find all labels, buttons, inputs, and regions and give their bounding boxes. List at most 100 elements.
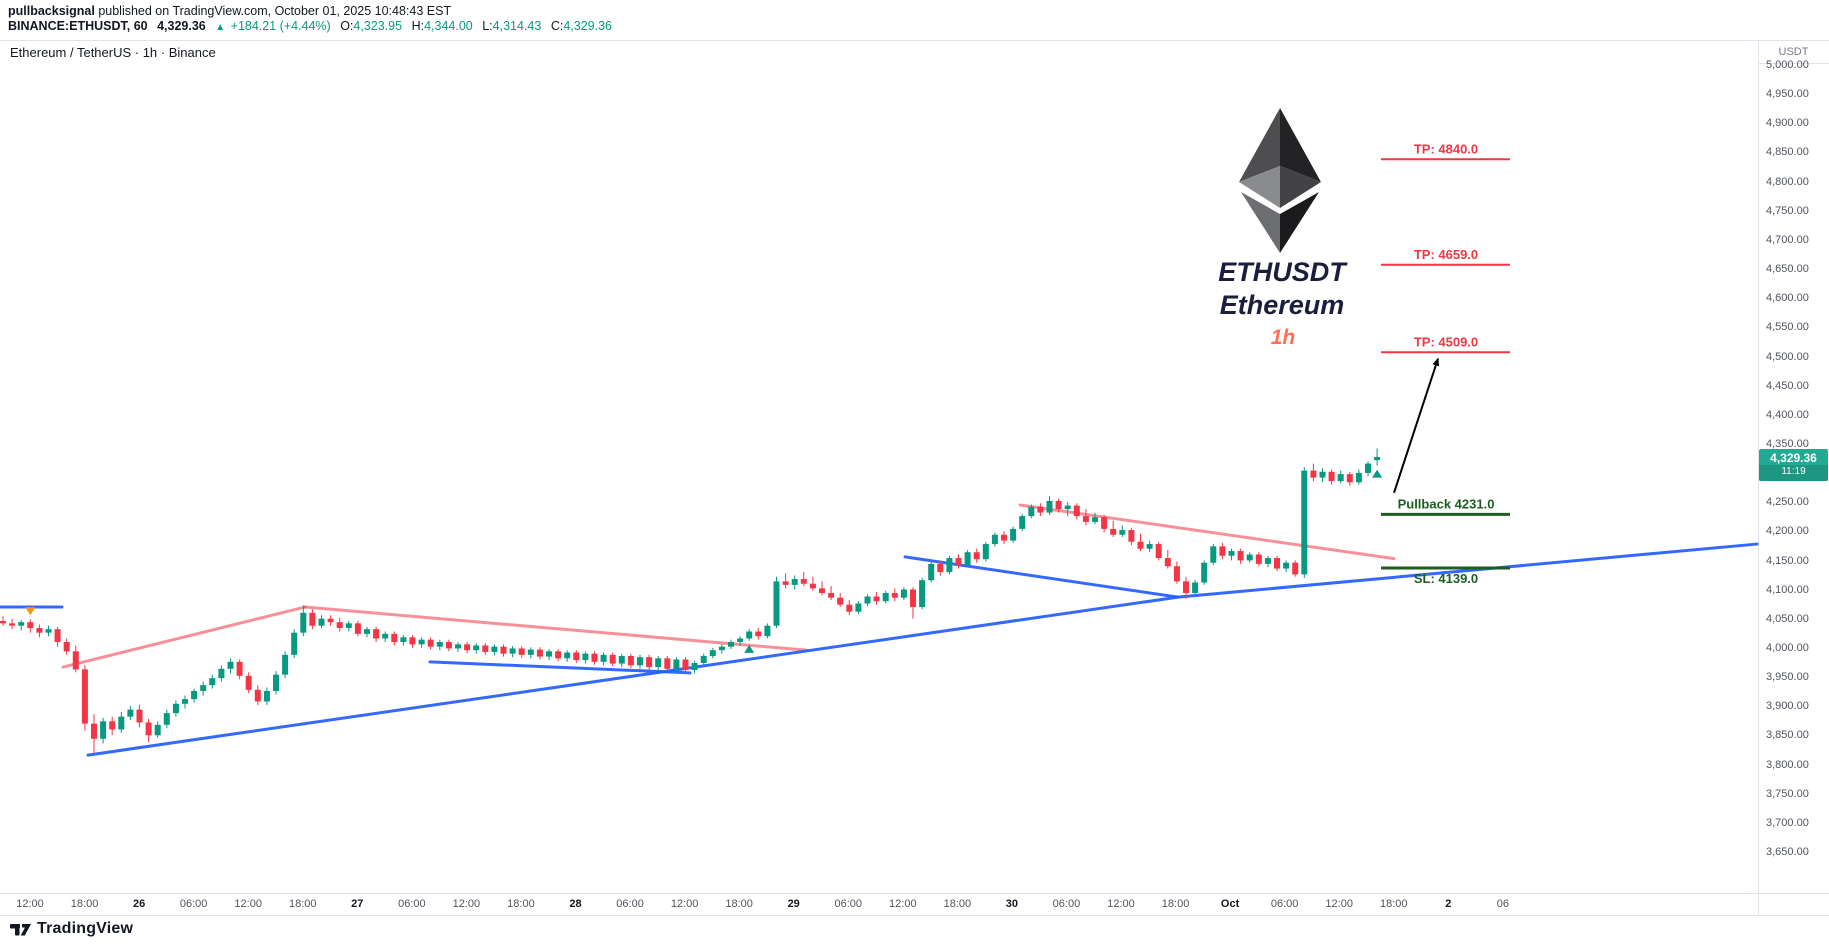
buy-signal-marker-icon xyxy=(1372,469,1383,478)
candle-down xyxy=(1183,581,1189,594)
candle-up xyxy=(564,652,571,659)
price-tick-label: 4,150.00 xyxy=(1766,554,1809,567)
time-tick-label: 18:00 xyxy=(288,898,317,910)
candle-down xyxy=(1173,566,1180,582)
price-tick-label: 4,050.00 xyxy=(1766,612,1809,625)
candle-up xyxy=(1264,558,1271,564)
candle-down xyxy=(1310,470,1317,478)
candle-down xyxy=(500,646,507,654)
candle-down xyxy=(254,689,261,702)
candle-up xyxy=(154,724,161,736)
publish-info: published on TradingView.com, October 01… xyxy=(94,4,452,18)
trendline-minor-support-mid xyxy=(428,660,692,675)
candle-up xyxy=(527,649,534,655)
candle-up xyxy=(637,657,643,666)
usdt-cell-divider xyxy=(1758,63,1829,64)
candle-down xyxy=(336,622,343,629)
trendline-major-ascending-support xyxy=(86,595,1180,757)
candle-up xyxy=(191,690,198,700)
candle-down xyxy=(809,583,816,589)
candle-down xyxy=(1237,551,1244,561)
time-tick-label: 18:00 xyxy=(507,898,535,910)
candle-down xyxy=(555,651,562,659)
trendline-falling-resistance-right xyxy=(1018,503,1396,561)
candle-down xyxy=(136,709,143,723)
price-tick-label: 4,450.00 xyxy=(1766,379,1809,392)
candle-up xyxy=(618,655,625,664)
tradingview-brand[interactable]: TradingView xyxy=(10,920,133,938)
candle-up xyxy=(655,658,662,668)
candle-up xyxy=(964,552,971,566)
trendline-rising-resistance-left xyxy=(61,605,307,669)
symbol-bar: BINANCE:ETHUSDT, 60 4,329.36 ▲ +184.21 (… xyxy=(8,19,618,33)
watermark-timeframe: 1h xyxy=(1271,326,1296,349)
candle-up xyxy=(509,648,516,654)
price-tick-label: 4,400.00 xyxy=(1766,408,1809,421)
candle-up xyxy=(600,654,607,662)
candle-up xyxy=(1092,517,1098,522)
time-tick-label: 06:00 xyxy=(398,898,426,910)
candle-up xyxy=(1201,562,1208,583)
candle-up xyxy=(364,629,370,634)
time-tick-day-label: 27 xyxy=(351,898,364,910)
close-value: 4,329.36 xyxy=(563,19,612,33)
candle-down xyxy=(327,618,334,623)
candle-down xyxy=(1073,505,1080,517)
candle-up xyxy=(737,638,744,643)
price-axis-border xyxy=(1758,40,1759,915)
high-value: 4,344.00 xyxy=(424,19,473,33)
trendline-descending-trendline-mid xyxy=(903,555,1180,599)
price-tick-label: 4,650.00 xyxy=(1766,263,1809,276)
symbol-name: BINANCE:ETHUSDT, 60 xyxy=(8,19,148,33)
candle-down xyxy=(1292,562,1299,575)
price-tick-label: 4,900.00 xyxy=(1766,117,1809,130)
candle-up xyxy=(1319,471,1326,478)
candle-up xyxy=(691,662,698,670)
candle-down xyxy=(1101,517,1108,529)
candle-up xyxy=(455,644,461,649)
candle-down xyxy=(373,629,380,639)
candle-up xyxy=(345,623,352,629)
candle-down xyxy=(482,645,489,652)
level-label: Pullback 4231.0 xyxy=(1398,496,1495,511)
badge-countdown: 11:19 xyxy=(1759,464,1828,481)
candle-up xyxy=(218,668,225,679)
candle-down xyxy=(109,721,116,730)
candle-down xyxy=(819,588,825,594)
candle-down xyxy=(1219,546,1226,556)
candle-down xyxy=(1037,506,1044,513)
time-tick-label: 06:00 xyxy=(1052,898,1081,910)
candle-up xyxy=(1355,472,1362,483)
candle-up xyxy=(45,629,52,633)
open-value: 4,323.95 xyxy=(353,19,403,33)
trendline-falling-resistance-left xyxy=(303,605,808,652)
price-tick-label: 4,600.00 xyxy=(1766,292,1809,305)
pane-top-border xyxy=(0,40,1829,41)
candle-up xyxy=(900,589,907,598)
time-tick-label: 18:00 xyxy=(70,898,99,910)
trendline-ascending-support-projection xyxy=(1176,542,1759,599)
candle-up xyxy=(746,631,753,639)
candle-down xyxy=(9,623,16,626)
candle-up xyxy=(764,625,771,637)
candle-down xyxy=(518,648,525,655)
candle-up xyxy=(172,703,179,714)
up-triangle-icon: ▲ xyxy=(215,22,226,33)
candle-up xyxy=(318,618,325,626)
open-label: O: xyxy=(340,19,354,33)
candle-up xyxy=(546,651,552,657)
low-value: 4,314.43 xyxy=(492,19,542,33)
candle-down xyxy=(63,642,70,652)
candle-down xyxy=(27,622,34,629)
candle-down xyxy=(464,644,471,651)
candle-up xyxy=(946,558,953,573)
candle-down xyxy=(609,654,616,664)
price-tick-label: 3,700.00 xyxy=(1766,816,1809,829)
candle-up xyxy=(182,699,188,704)
candle-up xyxy=(382,633,389,639)
candle-down xyxy=(1164,558,1171,567)
price-tick-label: 3,950.00 xyxy=(1766,671,1809,684)
watermark-symbol: ETHUSDT xyxy=(1218,257,1348,287)
